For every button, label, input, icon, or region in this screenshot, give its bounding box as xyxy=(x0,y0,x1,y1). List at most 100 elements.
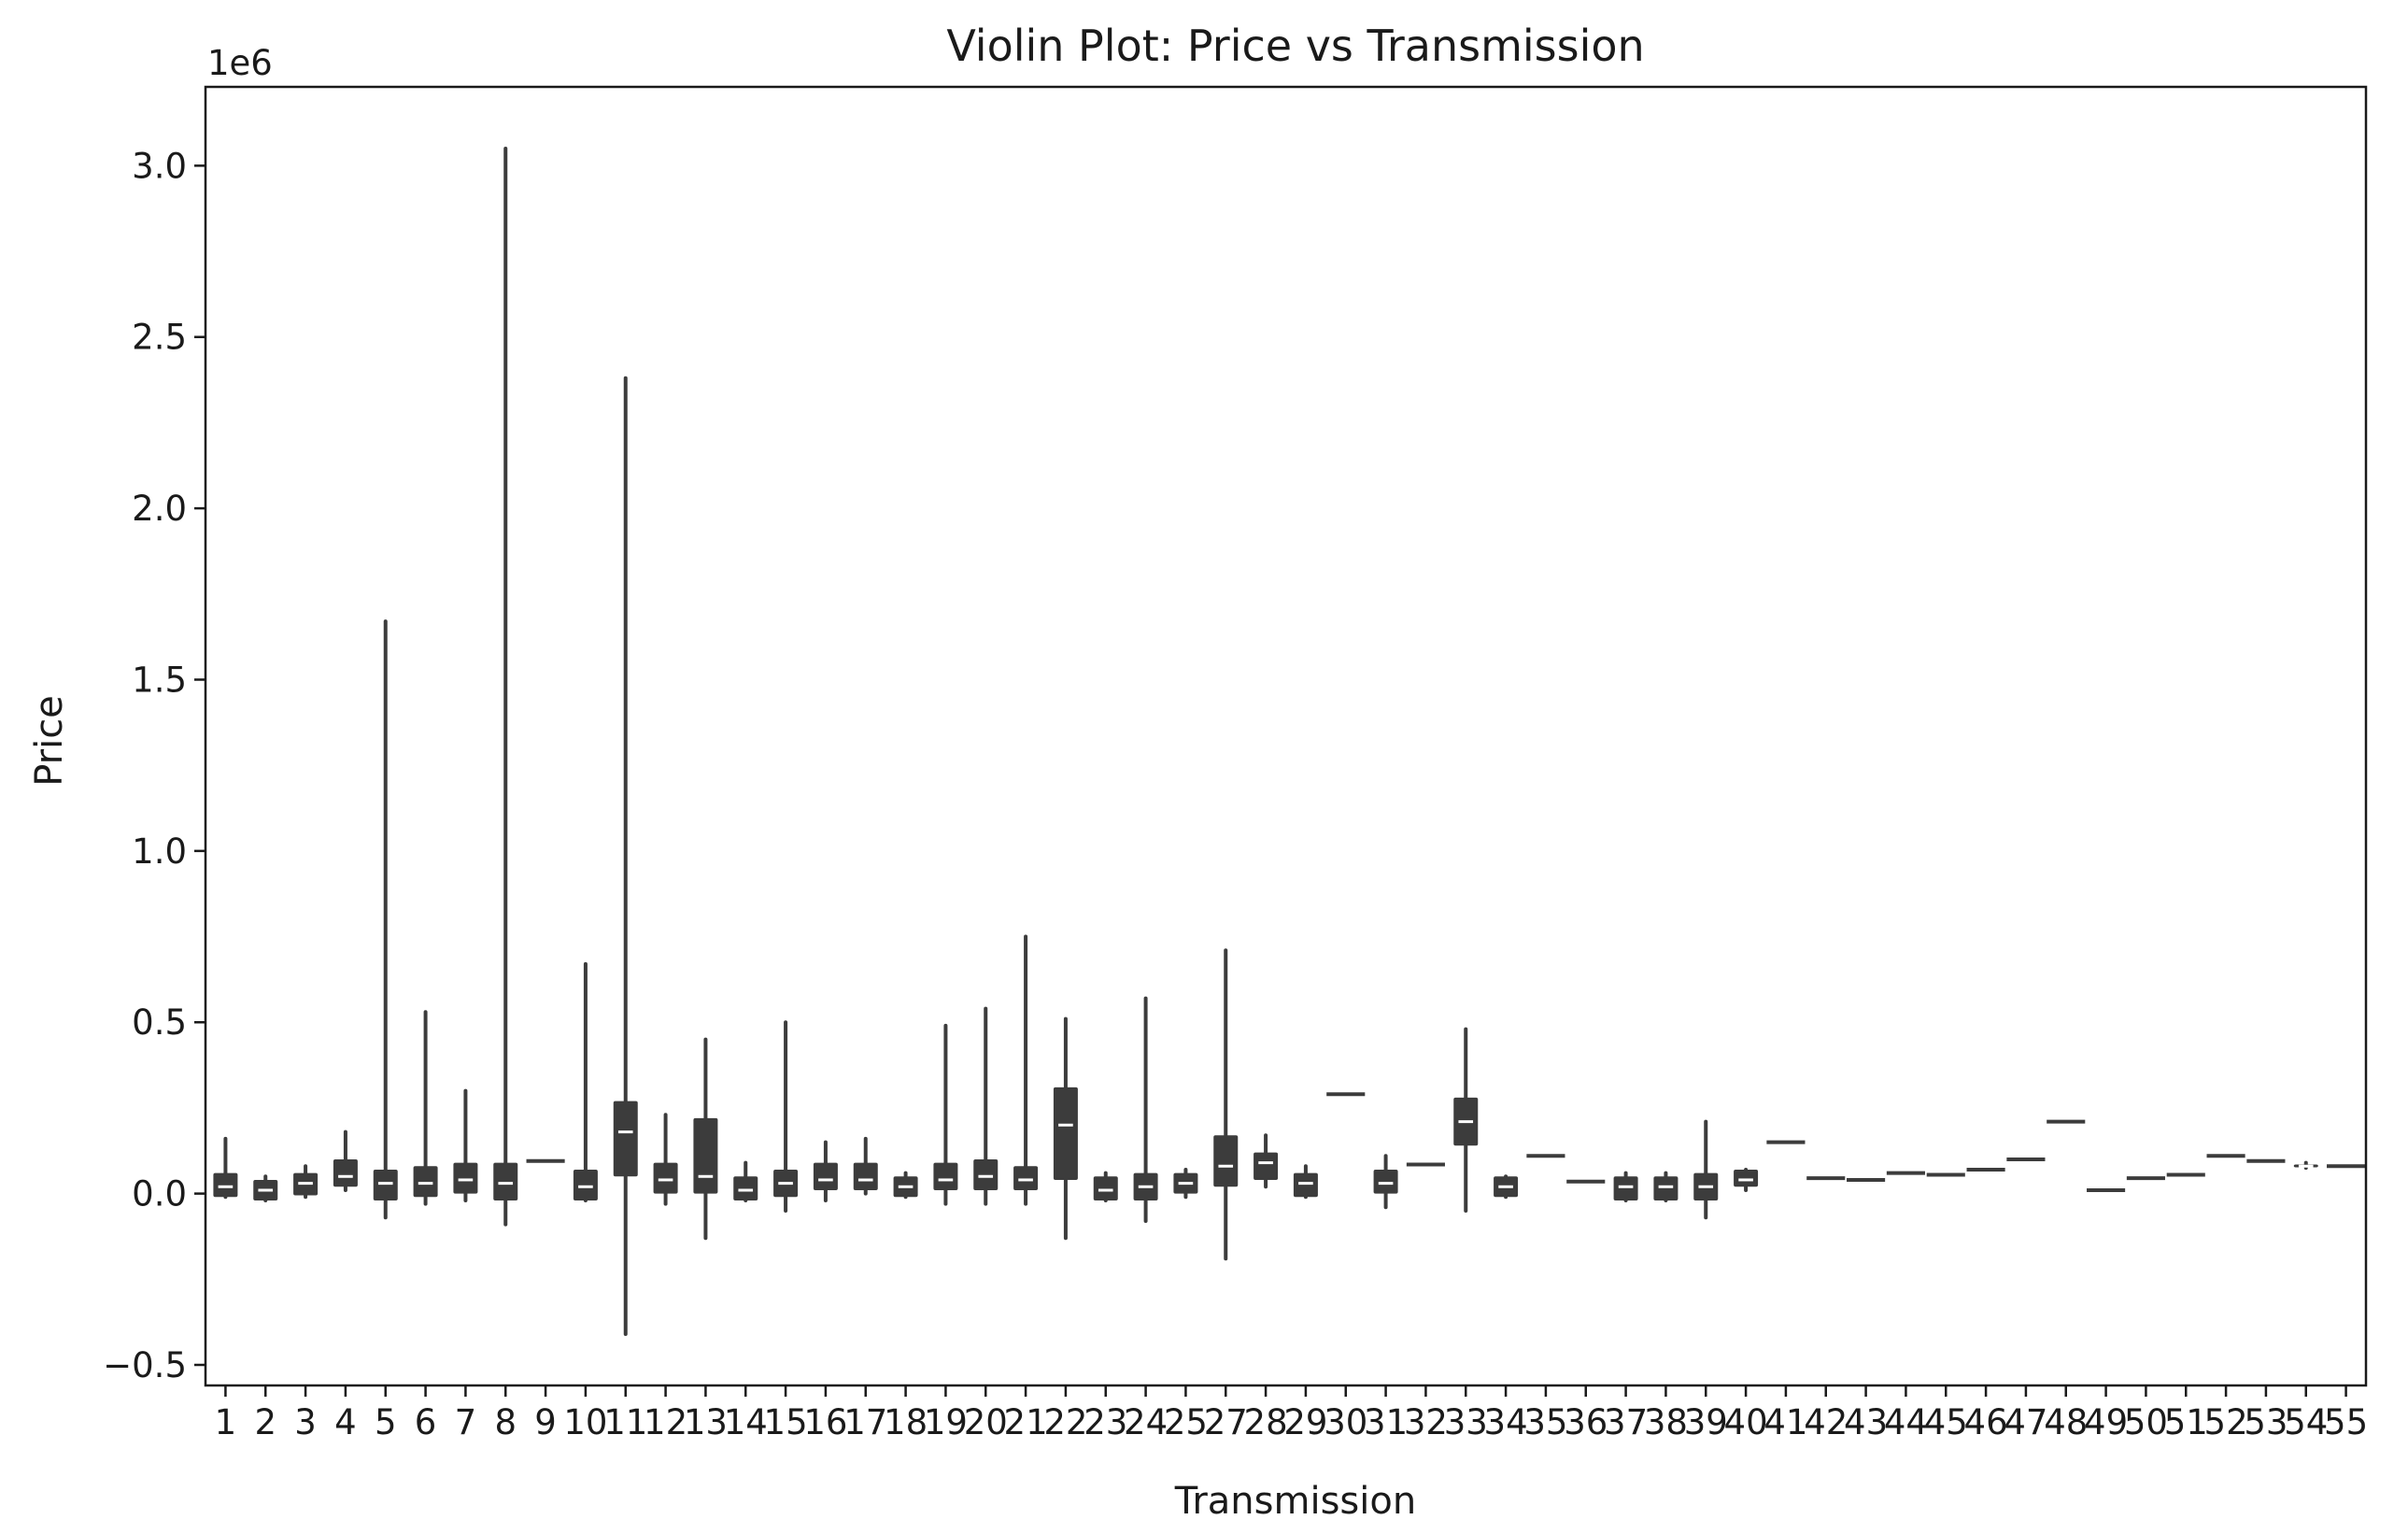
violin-iqr-box xyxy=(1093,1176,1118,1200)
violin-15 xyxy=(773,1020,799,1213)
x-tick-label: 40 xyxy=(1724,1402,1768,1442)
violin-2 xyxy=(253,1174,278,1202)
x-tick-label: 54 xyxy=(2284,1402,2328,1442)
x-tick-label: 4 xyxy=(334,1402,357,1442)
x-tick-label: 28 xyxy=(1244,1402,1288,1442)
violin-21 xyxy=(1013,934,1039,1206)
violin-iqr-box xyxy=(453,1162,478,1194)
violin-8 xyxy=(493,147,518,1227)
plot-area xyxy=(213,147,2366,1336)
x-tick-label: 21 xyxy=(1004,1402,1048,1442)
violin-10 xyxy=(573,961,598,1202)
x-tick-label: 34 xyxy=(1484,1402,1528,1442)
violin-22 xyxy=(1053,1016,1078,1241)
x-tick-label: 51 xyxy=(2164,1402,2208,1442)
x-tick-label: 17 xyxy=(843,1402,887,1442)
violin-iqr-box xyxy=(213,1172,238,1198)
x-tick-label: 18 xyxy=(884,1402,928,1442)
x-tick-label: 53 xyxy=(2244,1402,2288,1442)
violin-28 xyxy=(1254,1133,1279,1189)
x-tick-label: 41 xyxy=(1764,1402,1807,1442)
x-tick-label: 45 xyxy=(1924,1402,1968,1442)
y-axis: −0.5 0.0 0.5 1.0 1.5 2.0 2.5 3.0 xyxy=(103,146,205,1385)
violin-iqr-box xyxy=(493,1162,518,1200)
violin-iqr-box xyxy=(1734,1169,1759,1187)
x-tick-label: 42 xyxy=(1804,1402,1848,1442)
x-tick-label: 7 xyxy=(455,1402,477,1442)
violin-iqr-box xyxy=(1373,1169,1398,1194)
violin-iqr-box xyxy=(413,1166,438,1198)
x-tick-label: 46 xyxy=(1964,1402,2008,1442)
violin-iqr-box xyxy=(933,1162,958,1190)
violin-29 xyxy=(1293,1164,1318,1200)
x-tick-label: 12 xyxy=(644,1402,687,1442)
x-tick-label: 29 xyxy=(1283,1402,1327,1442)
violin-3 xyxy=(293,1164,319,1200)
violin-34 xyxy=(1494,1174,1519,1200)
x-tick-label: 13 xyxy=(684,1402,728,1442)
x-tick-label: 35 xyxy=(1523,1402,1567,1442)
y-tick-label: 0.5 xyxy=(132,1002,187,1043)
x-tick-label: 30 xyxy=(1324,1402,1367,1442)
violin-14 xyxy=(733,1160,758,1202)
x-tick-label: 24 xyxy=(1124,1402,1168,1442)
violin-18 xyxy=(893,1171,918,1200)
x-tick-label: 16 xyxy=(803,1402,847,1442)
y-axis-scale-label: 1e6 xyxy=(207,43,273,83)
violin-iqr-box xyxy=(1613,1176,1638,1200)
y-tick-label: 0.0 xyxy=(132,1174,187,1214)
violin-1 xyxy=(213,1136,238,1200)
violin-37 xyxy=(1613,1171,1638,1202)
x-tick-label: 23 xyxy=(1084,1402,1127,1442)
violin-iqr-box xyxy=(1013,1166,1039,1190)
violin-iqr-box xyxy=(813,1162,838,1190)
x-tick-label: 27 xyxy=(1204,1402,1248,1442)
violin-11 xyxy=(613,376,638,1336)
y-tick-label: 2.5 xyxy=(132,318,187,358)
x-tick-label: 39 xyxy=(1684,1402,1728,1442)
violin-iqr-box xyxy=(973,1158,999,1190)
violin-20 xyxy=(973,1006,999,1206)
violin-5 xyxy=(373,619,398,1220)
violin-iqr-box xyxy=(1053,1087,1078,1180)
x-tick-label: 10 xyxy=(563,1402,607,1442)
x-tick-label: 19 xyxy=(924,1402,968,1442)
x-tick-label: 11 xyxy=(603,1402,647,1442)
x-tick-label: 47 xyxy=(2004,1402,2047,1442)
violin-23 xyxy=(1093,1171,1118,1202)
x-tick-label: 49 xyxy=(2084,1402,2128,1442)
x-tick-label: 50 xyxy=(2124,1402,2168,1442)
x-tick-label: 8 xyxy=(494,1402,517,1442)
violin-12 xyxy=(653,1113,678,1206)
violin-iqr-box xyxy=(1213,1135,1239,1187)
x-tick-label: 38 xyxy=(1644,1402,1688,1442)
violin-iqr-box xyxy=(693,1117,718,1194)
violin-25 xyxy=(1173,1167,1198,1200)
x-axis: 1 2 3 4 5 6 7 8 9 1011121314151617181920212223242… xyxy=(215,1385,2368,1442)
x-tick-label: 15 xyxy=(764,1402,808,1442)
violin-17 xyxy=(853,1136,878,1196)
x-tick-label: 25 xyxy=(1164,1402,1208,1442)
violin-54 xyxy=(2293,1160,2318,1171)
y-tick-label: 2.0 xyxy=(132,489,187,529)
violin-4 xyxy=(333,1129,358,1192)
violin-iqr-box xyxy=(653,1162,678,1194)
violin-19 xyxy=(933,1023,958,1206)
violin-iqr-box xyxy=(1254,1152,1279,1180)
violin-iqr-box xyxy=(573,1169,598,1200)
violin-13 xyxy=(693,1037,718,1241)
y-tick-label: 1.5 xyxy=(132,660,187,700)
violin-38 xyxy=(1653,1171,1679,1202)
violin-iqr-box xyxy=(733,1176,758,1200)
violin-33 xyxy=(1453,1027,1479,1213)
x-tick-label: 5 xyxy=(375,1402,397,1442)
violin-iqr-box xyxy=(1653,1176,1679,1200)
violin-iqr-box xyxy=(853,1162,878,1190)
y-tick-label: 1.0 xyxy=(132,831,187,872)
x-tick-label: 32 xyxy=(1404,1402,1448,1442)
y-tick-label: 3.0 xyxy=(132,146,187,186)
x-tick-label: 3 xyxy=(294,1402,317,1442)
x-tick-label: 31 xyxy=(1364,1402,1408,1442)
